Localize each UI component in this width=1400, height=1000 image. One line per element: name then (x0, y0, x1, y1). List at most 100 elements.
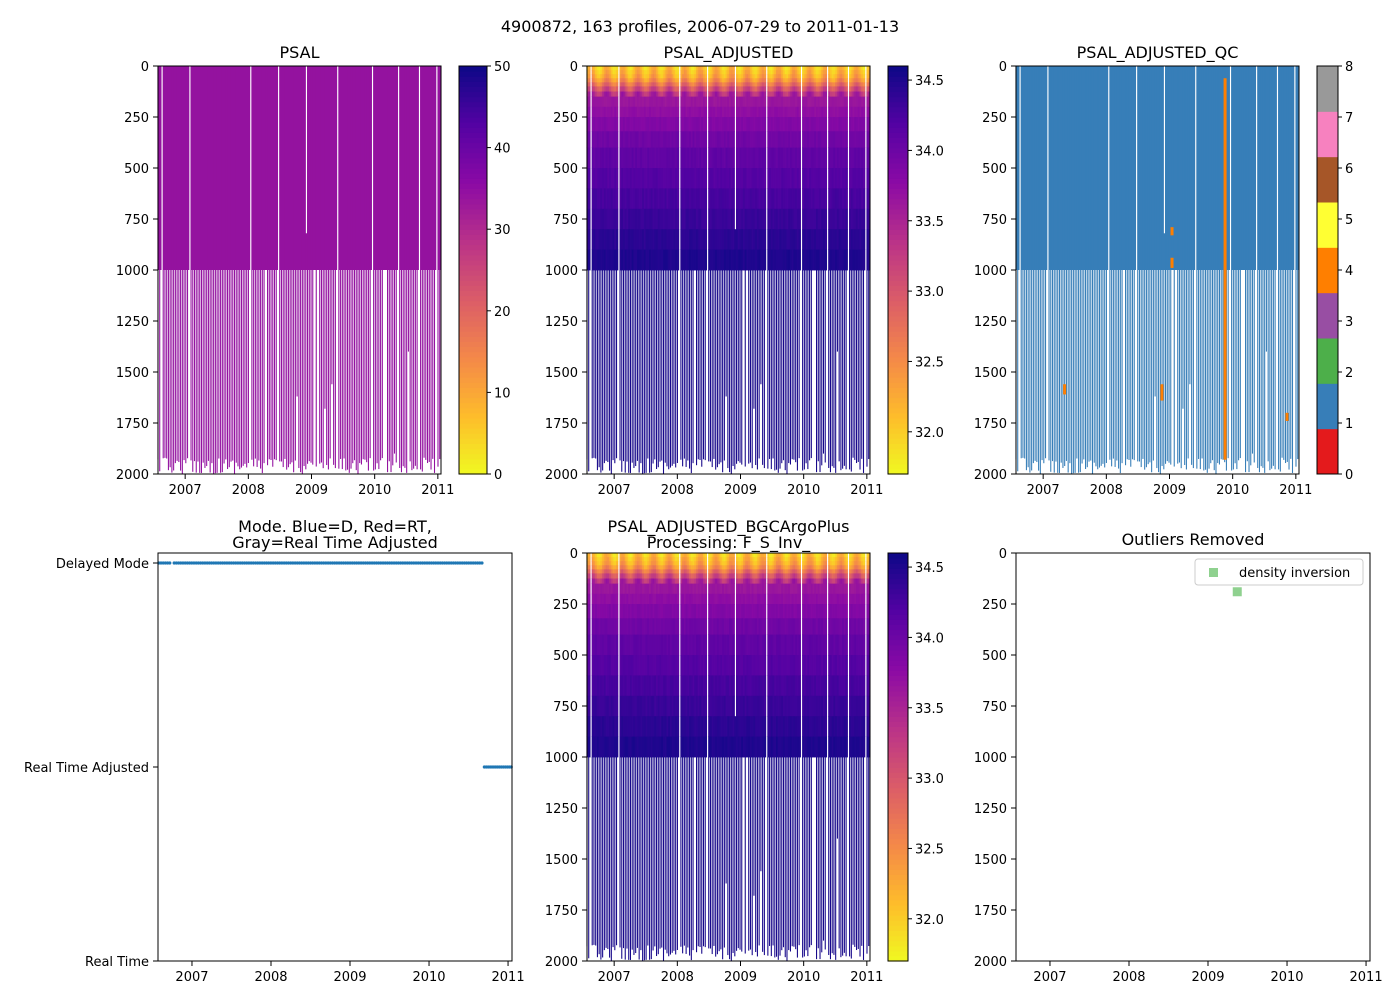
psal_adj-profile-cell (662, 208, 666, 230)
psal_bgc-profile-cell (689, 618, 692, 635)
psal_adj-profile-cell (838, 208, 841, 230)
psal_bgc-profile-cell (629, 695, 633, 717)
psal_adj-profile-cell (661, 91, 664, 97)
psal_adj-profile-cell (859, 168, 862, 189)
psal-colorbar-band (459, 132, 487, 138)
psal_adj-profile-cell (753, 66, 756, 71)
psal_bgc-profile-cell (629, 675, 633, 697)
psal_adj-profile-cell (718, 229, 721, 250)
psal_adj-profile-cell (751, 117, 754, 132)
psal_adj-profile-cell (697, 117, 701, 132)
psal_adj-profile-cell (843, 106, 847, 118)
psal_adj-profile-cell (662, 78, 666, 83)
psal_bgc-profile-cell (628, 557, 631, 562)
psal_adj-profile-cell (638, 229, 641, 250)
psal_adj-profile-cell (635, 208, 638, 230)
psal_adj-profile-cell (796, 168, 800, 189)
psal_adj-profile-cell (631, 86, 635, 92)
psal_adj-profile-cell (821, 66, 824, 71)
psal_adj-profile-cell (829, 70, 833, 75)
psal_adj-profile-cell (603, 188, 607, 210)
psal_adj-profile-cell (767, 249, 770, 271)
psal_adj-profile-cell (749, 91, 753, 97)
psal_adj-profile-cell (671, 131, 675, 148)
psal_adj-profile-cell (819, 96, 822, 108)
psal_adj-profile-cell (845, 86, 848, 92)
psal_adj-profile-cell (610, 86, 614, 92)
psal_bgc-profile-cell (643, 604, 647, 619)
psal_qc-profile-upper (1208, 66, 1211, 270)
psal_adj-profile-cell (749, 188, 753, 210)
psal_bgc-profile-cell (631, 634, 635, 656)
psal-ytick-label: 1000 (116, 264, 149, 279)
psal-profile-upper (167, 66, 171, 270)
psal_adj-profile-cell (779, 82, 782, 87)
psal_adj-profile-cell (697, 249, 701, 271)
psal_adj-profile-deep (621, 270, 623, 472)
psal_adj-profile-cell (812, 117, 815, 132)
psal_bgc-profile-cell (607, 557, 610, 562)
psal-profile-deep (324, 270, 326, 409)
psal_qc-profile-upper (1272, 66, 1276, 270)
psal_bgc-profile-cell (662, 604, 666, 619)
psal_bgc-profile-cell (676, 553, 680, 558)
psal_adj-colorbar-band (888, 71, 908, 77)
psal_adj-profile-cell (776, 131, 779, 148)
psal-profile-upper (430, 66, 433, 270)
psal_adj-profile-cell (598, 168, 601, 189)
psal_bgc-profile-cell (645, 553, 648, 558)
psal_adj-profile-cell (645, 66, 648, 71)
psal_bgc-profile-deep (682, 757, 684, 954)
psal_adj-profile-cell (664, 82, 668, 87)
psal_adj-profile-deep (671, 270, 673, 466)
psal_bgc-profile-cell (650, 583, 654, 595)
psal_bgc-profile-cell (680, 716, 683, 737)
psal-profile-deep (223, 270, 225, 464)
psal-profile-upper (367, 66, 371, 270)
psal_bgc-profile-cell (607, 618, 610, 635)
psal_adj-profile-cell (822, 78, 826, 83)
psal_bgc-profile-cell (654, 736, 657, 758)
psal_adj-profile-cell (805, 249, 808, 271)
psal-colorbar-band (459, 315, 487, 322)
mode-point (339, 561, 343, 565)
psal_bgc-profile-deep (697, 757, 699, 947)
psal_adj-profile-cell (661, 249, 664, 271)
psal_qc-profile-upper (1081, 66, 1084, 270)
mode-point (238, 561, 242, 565)
psal_adj-profile-cell (736, 78, 739, 83)
psal_adj-profile-cell (856, 117, 859, 132)
psal_adj-profile-cell (603, 131, 607, 148)
psal_adj-profile-cell (817, 147, 821, 169)
psal_adj-profile-cell (817, 91, 821, 97)
psal_adj-profile-cell (635, 188, 638, 210)
psal_adj-profile-cell (776, 208, 779, 230)
psal_adj-profile-cell (699, 66, 702, 71)
psal_adj-profile-cell (849, 249, 852, 271)
psal_adj-profile-cell (709, 117, 713, 132)
psal_adj-profile-cell (657, 74, 661, 79)
psal_adj-profile-cell (598, 66, 601, 71)
psal_bgc-profile-cell (593, 569, 596, 574)
psal_adj-profile-cell (816, 106, 819, 118)
psal-profile-deep (421, 270, 423, 472)
psal_adj-profile-cell (782, 66, 786, 71)
psal_adj-profile-cell (739, 78, 742, 83)
psal_bgc-profile-cell (659, 695, 662, 717)
psal_qc-profile-upper (1184, 66, 1187, 270)
psal_bgc-profile-cell (692, 565, 695, 570)
psal_bgc-profile-cell (586, 593, 589, 605)
psal_adj-profile-cell (605, 208, 608, 230)
psal_adj-profile-cell (659, 229, 662, 250)
psal_adj-colorbar-band (888, 463, 908, 470)
psal_adj-profile-cell (776, 70, 779, 75)
psal_adj-profile-cell (591, 188, 595, 210)
psal_adj-profile-cell (772, 91, 775, 97)
psal_adj-profile-cell (868, 106, 871, 118)
psal-profile-upper (206, 66, 209, 270)
psal_adj-profile-cell (862, 168, 866, 189)
psal_adj-profile-cell (633, 229, 636, 250)
psal_adj-profile-cell (828, 82, 831, 87)
psal_adj-profile-cell (772, 131, 775, 148)
